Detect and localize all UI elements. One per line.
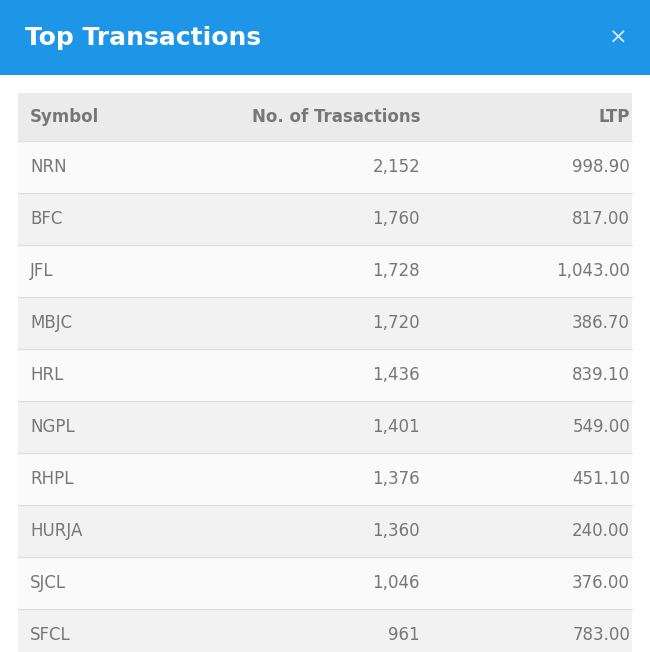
Text: 1,376: 1,376 (372, 470, 420, 488)
Text: 1,436: 1,436 (372, 366, 420, 384)
Text: 376.00: 376.00 (572, 574, 630, 592)
Text: Symbol: Symbol (30, 108, 99, 126)
Text: 1,401: 1,401 (372, 418, 420, 436)
Bar (18, 505, 632, 557)
Text: 2,152: 2,152 (372, 158, 420, 176)
Text: SJCL: SJCL (30, 574, 66, 592)
Text: 1,046: 1,046 (372, 574, 420, 592)
Bar (18, 245, 632, 297)
Bar (18, 401, 632, 453)
Text: 451.10: 451.10 (572, 470, 630, 488)
Bar (18, 141, 632, 193)
Text: 783.00: 783.00 (572, 626, 630, 644)
Bar (18, 609, 632, 652)
Text: RHPL: RHPL (30, 470, 73, 488)
Text: 386.70: 386.70 (572, 314, 630, 332)
Text: HURJA: HURJA (30, 522, 83, 540)
Text: NRN: NRN (30, 158, 66, 176)
Text: 961: 961 (389, 626, 420, 644)
Bar (18, 93, 632, 141)
Text: SFCL: SFCL (30, 626, 71, 644)
Bar (18, 557, 632, 609)
Bar (18, 453, 632, 505)
Text: 1,720: 1,720 (372, 314, 420, 332)
Text: ×: × (610, 27, 628, 48)
Text: 1,728: 1,728 (372, 262, 420, 280)
Bar (18, 297, 632, 349)
Text: 817.00: 817.00 (572, 210, 630, 228)
Text: HRL: HRL (30, 366, 64, 384)
Text: 1,043.00: 1,043.00 (556, 262, 630, 280)
Text: 549.00: 549.00 (572, 418, 630, 436)
Text: 1,760: 1,760 (372, 210, 420, 228)
Text: NGPL: NGPL (30, 418, 75, 436)
Text: 839.10: 839.10 (572, 366, 630, 384)
Bar (18, 193, 632, 245)
Text: 998.90: 998.90 (572, 158, 630, 176)
Text: JFL: JFL (30, 262, 53, 280)
Text: 1,360: 1,360 (372, 522, 420, 540)
Text: 240.00: 240.00 (572, 522, 630, 540)
Bar (18, 349, 632, 401)
Text: No. of Trasactions: No. of Trasactions (252, 108, 420, 126)
Text: BFC: BFC (30, 210, 62, 228)
Text: LTP: LTP (599, 108, 630, 126)
Text: Top Transactions: Top Transactions (25, 25, 261, 50)
Bar (0, 0, 650, 75)
Text: MBJC: MBJC (30, 314, 72, 332)
